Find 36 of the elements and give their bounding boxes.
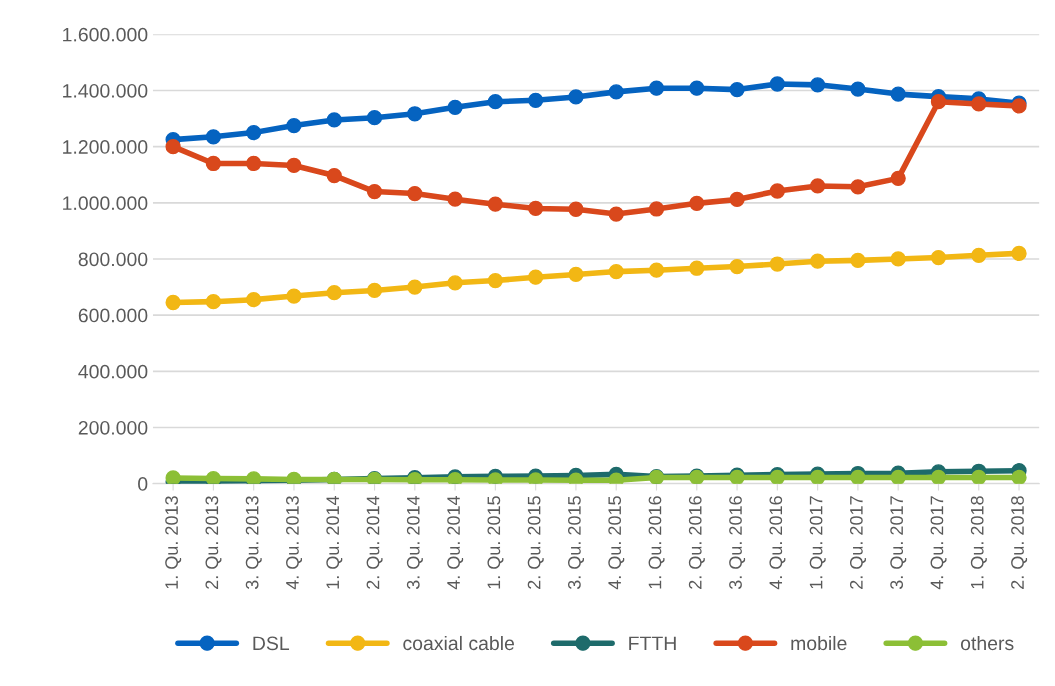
x-tick-label: 1. Qu. 2014: [326, 495, 343, 589]
y-tick-label: 200.000: [78, 420, 148, 435]
legend-label: others: [960, 635, 1014, 651]
x-tick-label: 4. Qu. 2014: [447, 495, 464, 590]
x-tick-label: 3. Qu. 2016: [729, 496, 746, 590]
x-tick-label: 2. Qu. 2017: [849, 496, 866, 589]
x-tick-label: 2. Qu. 2014: [366, 495, 383, 589]
x-tick-label: 4. Qu. 2013: [286, 496, 303, 590]
x-tick-label: 1. Qu. 2017: [809, 496, 826, 589]
x-tick-label: 3. Qu. 2014: [406, 495, 423, 590]
y-tick-label: 800.000: [78, 252, 148, 267]
x-tick-label: 4. Qu. 2016: [769, 496, 786, 590]
x-tick-label: 1. Qu. 2016: [648, 496, 665, 589]
legend-label: mobile: [791, 635, 847, 651]
x-tick-label: 1. Qu. 2013: [165, 496, 182, 589]
x-tick-label: 3. Qu. 2013: [245, 496, 262, 590]
legend-label: FTTH: [629, 636, 676, 651]
x-tick-label: 1. Qu. 2018: [970, 496, 987, 589]
x-tick-label: 4. Qu. 2017: [930, 496, 947, 590]
x-tick-label: 3. Qu. 2017: [890, 496, 907, 590]
y-tick-label: 600.000: [78, 308, 148, 323]
x-tick-label: 2. Qu. 2018: [1011, 496, 1028, 589]
y-tick-label: 1.400.000: [63, 83, 148, 98]
x-tick-label: 2. Qu. 2016: [688, 496, 705, 589]
y-tick-label: 0: [138, 477, 148, 491]
x-tick-label: 2. Qu. 2013: [205, 496, 222, 589]
legend-label: coaxial cable: [403, 635, 515, 651]
y-tick-label: 1.200.000: [63, 140, 148, 154]
x-tick-label: 3. Qu. 2015: [568, 496, 585, 590]
x-tick-label: 2. Qu. 2015: [527, 496, 544, 589]
x-tick-label: 4. Qu. 2015: [608, 496, 625, 590]
y-tick-label: 1.600.000: [63, 27, 148, 42]
y-tick-label: 1.000.000: [63, 196, 148, 211]
x-tick-label: 1. Qu. 2015: [487, 496, 504, 589]
legend-label: DSL: [253, 636, 290, 651]
y-tick-label: 400.000: [78, 364, 148, 379]
